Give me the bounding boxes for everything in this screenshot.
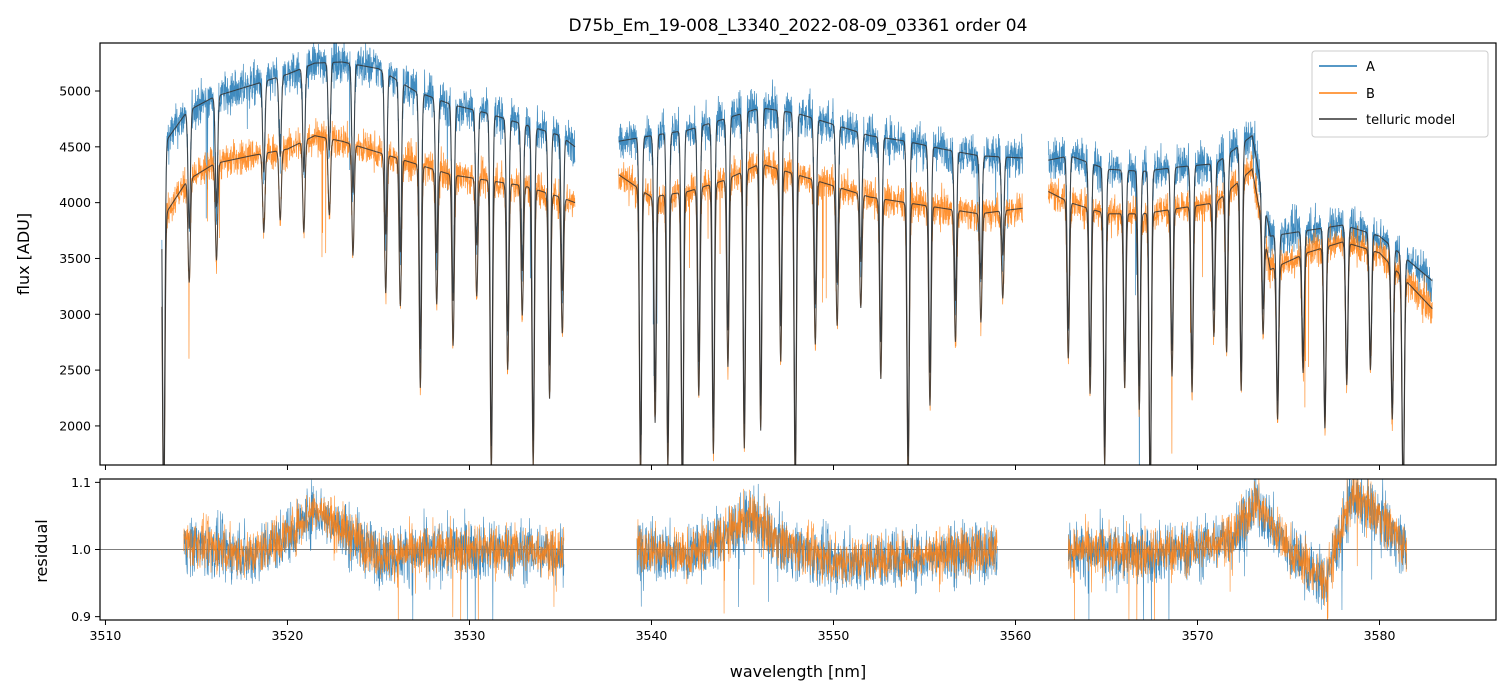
residual-y-label: residual — [32, 519, 51, 582]
flux-y-tick-label: 2000 — [59, 418, 91, 433]
flux-y-tick-label: 2500 — [59, 363, 91, 378]
flux-y-tick-label: 4500 — [59, 139, 91, 154]
flux-y-tick-label: 3500 — [59, 251, 91, 266]
flux-y-tick-label: 5000 — [59, 84, 91, 99]
flux-panel-data — [161, 43, 1433, 465]
x-tick-label: 3580 — [1364, 628, 1396, 643]
series-b-residual — [183, 479, 1407, 620]
residual-panel-data — [100, 479, 1496, 620]
residual-y-tick-label: 1.0 — [71, 542, 91, 557]
x-tick-label: 3540 — [636, 628, 668, 643]
x-tick-label: 3520 — [272, 628, 304, 643]
flux-y-tick-label: 3000 — [59, 307, 91, 322]
flux-y-ticks: 2000 2500 3000 3500 4000 4500 5000 — [59, 84, 100, 433]
legend: A B telluric model — [1311, 50, 1489, 138]
residual-y-tick-label: 1.1 — [71, 475, 91, 490]
x-tick-label: 3570 — [1182, 628, 1214, 643]
flux-x-ticks — [104, 465, 1381, 470]
residual-x-ticks: 3510 3520 3530 3540 3550 3560 3570 3580 — [90, 620, 1396, 643]
flux-y-tick-label: 4000 — [59, 195, 91, 210]
x-axis-label: wavelength [nm] — [730, 662, 867, 681]
residual-y-tick-label: 0.9 — [71, 609, 91, 624]
legend-label-telluric-model: telluric model — [1366, 113, 1455, 128]
flux-y-label: flux [ADU] — [14, 213, 33, 295]
x-tick-label: 3530 — [454, 628, 486, 643]
x-tick-label: 3550 — [818, 628, 850, 643]
residual-y-ticks: 0.9 1.0 1.1 — [71, 475, 100, 624]
telluric-model-b — [161, 135, 1433, 465]
x-tick-label: 3510 — [90, 628, 122, 643]
chart-title: D75b_Em_19-008_L3340_2022-08-09_03361 or… — [569, 16, 1028, 36]
legend-label-a: A — [1366, 60, 1375, 75]
flux-panel-frame — [99, 42, 1497, 466]
legend-label-b: B — [1366, 87, 1375, 102]
legend-box — [1311, 50, 1489, 138]
x-tick-label: 3560 — [1000, 628, 1032, 643]
